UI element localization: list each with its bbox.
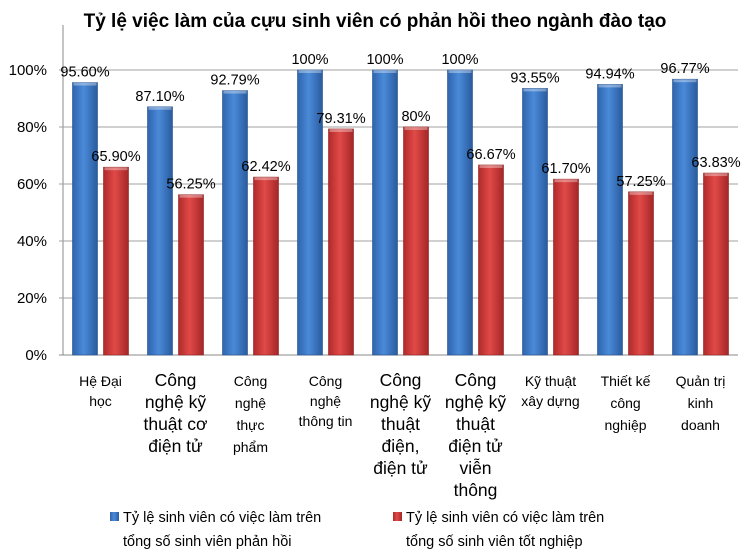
data-label: 63.83% — [691, 155, 740, 171]
red-bar — [478, 164, 504, 356]
data-label: 61.70% — [541, 161, 590, 177]
data-label: 95.60% — [60, 65, 109, 81]
y-tick-label: 100% — [9, 62, 47, 79]
gridlines: 0% 20% 40% 60% 80% 100% — [9, 25, 738, 364]
bar-highlight — [523, 88, 547, 92]
category-label: Công nghệ thực phẩm — [233, 373, 268, 455]
blue-bar — [297, 69, 323, 356]
category-label: Công nghệ thông tin — [299, 373, 353, 429]
blue-bar — [597, 84, 623, 356]
bar-highlight — [673, 79, 697, 83]
red-bar — [178, 194, 204, 356]
blue-bar — [147, 106, 173, 356]
data-label: 100% — [366, 52, 403, 68]
red-bar — [553, 178, 579, 356]
red-bar — [328, 128, 354, 356]
red-bar — [253, 176, 279, 356]
category-label: Thiết kế công nghiệp — [601, 373, 651, 433]
data-label: 96.77% — [660, 61, 709, 77]
legend-swatch — [393, 512, 402, 521]
blue-bar — [672, 78, 698, 356]
y-tick-label: 40% — [17, 233, 47, 250]
y-tick-label: 80% — [17, 119, 47, 136]
bar-highlight — [254, 177, 278, 181]
y-tick-label: 60% — [17, 176, 47, 193]
data-label: 62.42% — [241, 159, 290, 175]
data-label: 93.55% — [510, 70, 559, 86]
data-label: 94.94% — [585, 66, 634, 82]
legend: Tỷ lệ sinh viên có việc làm trên tổng số … — [110, 510, 604, 550]
chart-title: Tỷ lệ việc làm của cựu sinh viên có phản… — [84, 11, 667, 32]
category-label: Hệ Đại học — [79, 373, 122, 409]
bar-highlight — [179, 194, 203, 198]
category-label: Công nghệ kỹ thuật cơ điện tử — [143, 370, 207, 456]
blue-bar — [522, 88, 548, 356]
y-tick-label: 0% — [25, 347, 47, 364]
data-labels: 95.60% 87.10% 92.79% 100% 100% 100% 93.55% 94.9… — [60, 52, 740, 193]
bar-highlight — [104, 167, 128, 171]
category-label: Kỹ thuật xây dựng — [521, 373, 579, 409]
data-label: 100% — [441, 52, 478, 68]
bar-highlight — [629, 191, 653, 195]
data-label: 80% — [401, 109, 430, 125]
bar-highlight — [479, 164, 503, 168]
category-label: Công nghệ kỹ thuật điện tử viễn thông — [445, 370, 507, 500]
legend-item: Tỷ lệ sinh viên có việc làm trên tổng số … — [393, 510, 604, 550]
blue-bar — [447, 69, 473, 356]
data-label: 100% — [291, 52, 328, 68]
bar-highlight — [73, 82, 97, 86]
data-label: 57.25% — [616, 174, 665, 190]
legend-item: Tỷ lệ sinh viên có việc làm trên tổng số … — [110, 510, 321, 550]
bar-highlight — [298, 70, 322, 73]
blue-bar — [72, 82, 98, 356]
red-bar — [103, 166, 129, 356]
data-label: 66.67% — [466, 147, 515, 163]
category-label: Quản trị kinh doanh — [676, 373, 726, 433]
bar-highlight — [223, 90, 247, 94]
bar-highlight — [148, 106, 172, 110]
blue-bar — [222, 90, 248, 356]
data-label: 65.90% — [91, 149, 140, 165]
red-bar — [403, 126, 429, 356]
bar-highlight — [704, 173, 728, 177]
data-label: 87.10% — [135, 89, 184, 105]
bar-highlight — [448, 70, 472, 73]
legend-label: Tỷ lệ sinh viên có việc làm trên tổng số … — [406, 510, 604, 550]
y-tick-label: 20% — [17, 290, 47, 307]
data-label: 79.31% — [316, 111, 365, 127]
legend-label: Tỷ lệ sinh viên có việc làm trên tổng số … — [123, 510, 321, 550]
category-labels: Hệ Đại học Công nghệ kỹ thuật cơ điện tử Công n… — [79, 370, 725, 500]
red-bar — [628, 191, 654, 356]
legend-swatch — [110, 512, 119, 521]
data-label: 56.25% — [166, 177, 215, 193]
category-label: Công nghệ kỹ thuật điện, điện tử — [370, 370, 432, 478]
bar-highlight — [329, 128, 353, 132]
data-label: 92.79% — [210, 73, 259, 89]
bar-highlight — [373, 70, 397, 73]
blue-bar — [372, 69, 398, 356]
bars — [72, 69, 729, 356]
bar-highlight — [554, 179, 578, 183]
red-bar — [703, 172, 729, 356]
bar-highlight — [404, 127, 428, 130]
bar-highlight — [598, 84, 622, 88]
